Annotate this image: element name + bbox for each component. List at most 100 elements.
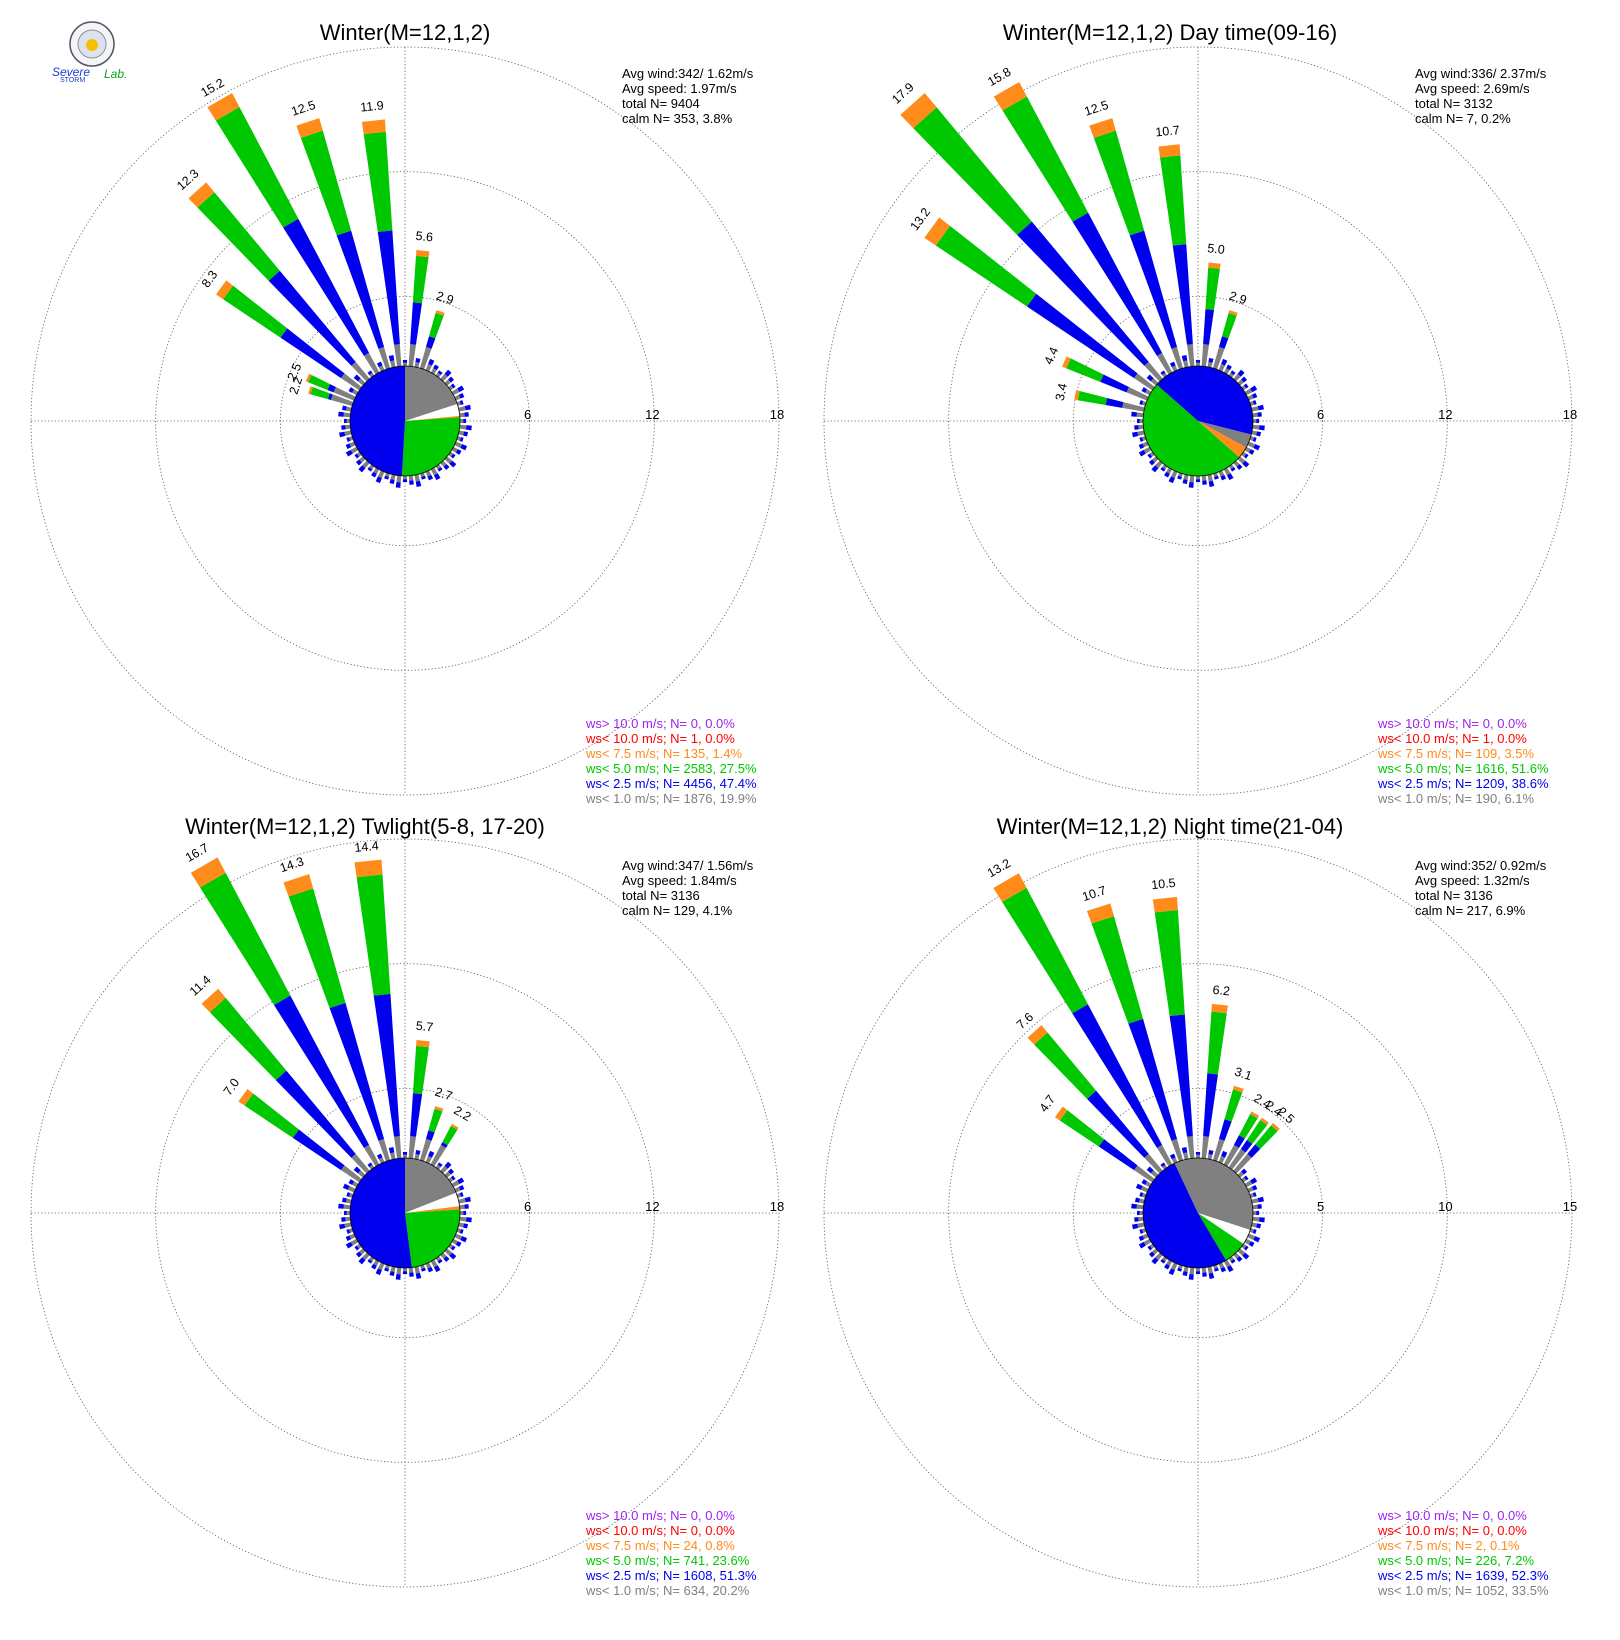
stub-bar-blue [460, 1236, 468, 1243]
bar-segment-green [442, 1125, 458, 1146]
calm-pie-slice [405, 415, 460, 421]
stub-bar-gray [1195, 475, 1201, 480]
logo-text-lab: Lab. [104, 67, 127, 81]
stub-bar-blue [1182, 479, 1188, 485]
windrose-panel-3: 6 12 18 14.4 14.3 16.7 11.4 7.0 5.7 2.72.2 Winter(… [30, 814, 784, 1598]
calm-pie-slice [350, 366, 405, 476]
stub-bar-gray [356, 451, 362, 457]
stub-bar-gray [459, 424, 467, 430]
bar-segment-green [1255, 1125, 1278, 1149]
bar-segment-green [1091, 916, 1144, 1024]
stub-bar-gray [425, 470, 432, 477]
bar-segment-green [1093, 130, 1145, 236]
bar-segment-gray [1228, 1149, 1246, 1170]
stub-bar-gray [402, 1154, 408, 1159]
stub-bar-gray [390, 1152, 396, 1160]
bar-segment-gray [419, 1138, 432, 1162]
bar-segment-orange [1260, 1117, 1270, 1126]
bar-segment-blue [268, 270, 356, 366]
stub-bar-blue [450, 1245, 456, 1251]
stub-bar-gray [448, 1177, 454, 1183]
stub-bar-blue [1243, 453, 1249, 459]
stub-bar-blue [1241, 376, 1248, 383]
bar-segment-blue [377, 230, 400, 345]
windrose-panel-4: 5 10 1510.510.713.27.64.76.23.12.42.42.5Wi… [823, 814, 1577, 1598]
stub-bar-blue [421, 475, 426, 480]
bar-segment-orange [283, 874, 314, 897]
stub-bar-blue [1182, 1271, 1188, 1277]
stub-bar-gray [1170, 470, 1178, 479]
stub-bar-gray [1251, 430, 1258, 436]
bar-segment-blue [1203, 309, 1214, 345]
stub-bar-blue [444, 369, 452, 377]
bar-segment-orange [435, 310, 445, 316]
stub-bar-blue [1248, 1241, 1255, 1247]
bar-value-label: 13.2 [907, 205, 933, 233]
bar-segment-blue [1100, 374, 1129, 393]
stub-bar-blue [448, 1168, 455, 1175]
bar-segment-gray [394, 344, 402, 367]
bar-segment-orange [993, 873, 1027, 902]
bar-segment-orange [190, 857, 226, 888]
radial-tick-label: 6 [1317, 407, 1324, 422]
stub-bar-gray [435, 464, 441, 470]
bar-value-label: 10.7 [1080, 883, 1108, 904]
stub-bar-blue [353, 374, 361, 382]
bar-segment-gray [419, 346, 432, 370]
stub-bar-gray [444, 456, 453, 464]
bar-segment-green [1246, 1120, 1268, 1144]
bar-segment-orange [1250, 1111, 1260, 1119]
stub-bar-gray [1201, 475, 1207, 481]
stub-bar-blue [345, 449, 353, 457]
stub-bar-blue [459, 1192, 464, 1197]
bar-segment-green [1154, 909, 1185, 1017]
stub-bar-gray [1252, 424, 1260, 430]
stub-bar-blue [1230, 466, 1236, 472]
stub-bar-gray [1189, 475, 1195, 483]
radial-tick-label: 12 [645, 407, 659, 422]
stub-bar-gray [1223, 467, 1231, 476]
stub-bar-gray [373, 1259, 380, 1266]
windrose-panel-1: 6 12 18 11.9 12.5 15.2 12.3 8.3 2.52.2 5.6 2.9 Wint… [30, 20, 784, 806]
calm-pie-outline [1142, 365, 1254, 477]
stub-bar-blue [1141, 387, 1148, 393]
stub-bar-blue [1151, 465, 1159, 473]
radial-tick-label: 18 [770, 1199, 784, 1214]
bar-segment-orange [207, 92, 240, 121]
stub-bar-blue [415, 1272, 422, 1279]
stub-bar-blue [1138, 449, 1146, 457]
bar-segment-gray [351, 361, 370, 382]
bar-segment-blue [1218, 1119, 1232, 1141]
stub-bar-gray [1218, 1155, 1226, 1164]
stub-bar-blue [1252, 1192, 1257, 1197]
stub-bar-blue [1237, 369, 1245, 377]
stub-bar-gray [451, 1180, 460, 1188]
bar-segment-gray [1171, 1138, 1184, 1162]
bar-segment-blue [1233, 1135, 1245, 1148]
stub-bar-blue [409, 1272, 414, 1277]
stub-bar-blue [1132, 1223, 1139, 1230]
bar-segment-blue [1086, 1090, 1149, 1158]
bar-segment-orange [434, 1106, 444, 1112]
stub-bar-blue [458, 1184, 465, 1191]
stub-bar-blue [388, 355, 395, 362]
stub-bar-blue [1256, 431, 1262, 437]
bar-segment-gray [1134, 373, 1155, 391]
panel-title: Winter(M=12,1,2) Twlight(5-8, 17-20) [185, 814, 545, 839]
stub-bar-blue [415, 357, 421, 363]
bar-segment-green [1205, 267, 1220, 311]
stub-bar-blue [409, 480, 414, 485]
stub-bar-blue [1188, 1274, 1194, 1280]
radial-tick-label: 18 [1563, 407, 1577, 422]
stub-bar-blue [1139, 437, 1144, 442]
stub-bar-gray [377, 470, 385, 479]
legend-entry-green: ws< 5.0 m/s; N= 741, 23.6% [585, 1553, 750, 1568]
stub-bar-blue [1252, 437, 1257, 442]
stub-bar-blue [1256, 1223, 1262, 1229]
stub-bar-gray [1247, 394, 1254, 401]
legend-entry-blue: ws< 2.5 m/s; N= 1608, 51.3% [585, 1568, 757, 1583]
bar-segment-gray [1122, 402, 1145, 412]
legend-entry-gray: ws< 1.0 m/s; N= 1876, 19.9% [585, 791, 757, 806]
stub-bar-gray [396, 1267, 402, 1275]
bar-segment-green [1207, 1011, 1227, 1075]
